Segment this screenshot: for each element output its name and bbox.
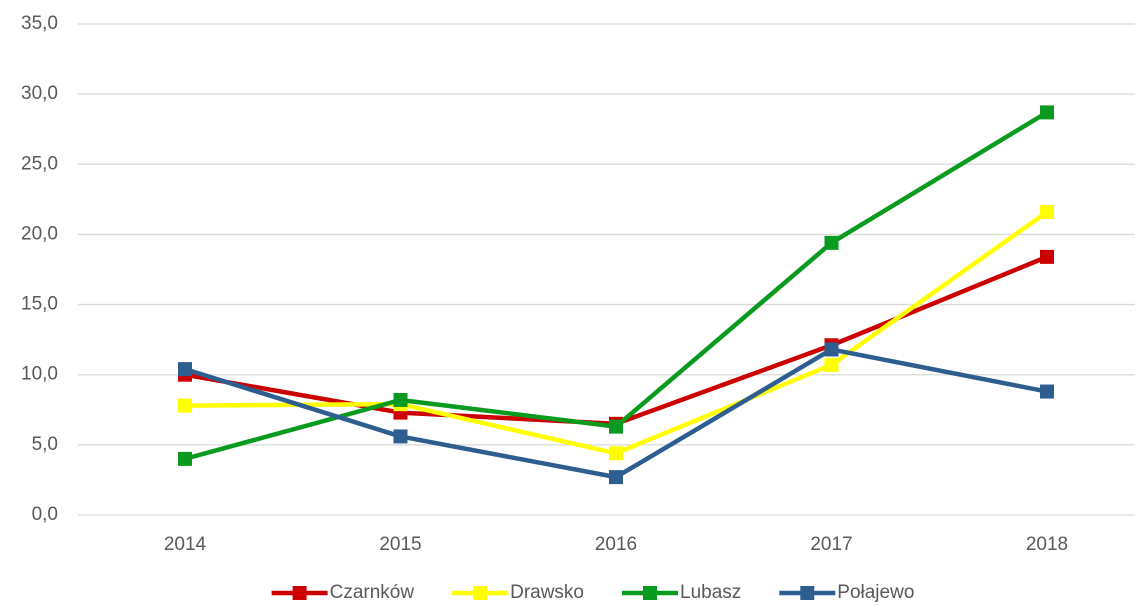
y-tick-label: 30,0 — [21, 83, 58, 104]
x-tick-label: 2014 — [164, 534, 207, 555]
marker — [824, 357, 839, 372]
legend-marker — [643, 586, 657, 600]
legend-marker — [800, 586, 815, 600]
marker — [1040, 204, 1054, 219]
marker — [393, 392, 408, 407]
marker — [609, 446, 623, 461]
marker — [824, 342, 839, 357]
marker — [1040, 384, 1054, 399]
y-tick-label: 0,0 — [32, 504, 58, 525]
legend-marker — [292, 586, 307, 600]
y-tick-label: 35,0 — [21, 13, 58, 34]
marker — [178, 362, 192, 377]
legend-label: Lubasz — [680, 582, 741, 603]
y-tick-label: 5,0 — [32, 434, 58, 455]
legend-label: Połajewo — [837, 582, 914, 603]
marker — [1040, 105, 1054, 120]
marker — [609, 470, 623, 485]
y-tick-label: 10,0 — [21, 364, 58, 385]
y-tick-label: 25,0 — [21, 153, 58, 174]
x-tick-label: 2018 — [1026, 534, 1068, 555]
marker — [824, 235, 839, 250]
marker — [178, 451, 192, 466]
marker — [393, 429, 408, 444]
marker — [178, 398, 192, 413]
y-tick-label: 15,0 — [21, 294, 58, 315]
series-line — [184, 254, 1048, 427]
x-tick-label: 2017 — [810, 534, 852, 555]
legend-marker — [473, 586, 488, 600]
marker — [609, 419, 623, 434]
x-tick-label: 2015 — [379, 534, 421, 555]
y-tick-label: 20,0 — [21, 223, 58, 244]
marker — [1040, 249, 1054, 264]
legend-label: Czarnków — [330, 582, 415, 603]
legend-label: Drawsko — [510, 582, 584, 603]
x-tick-label: 2016 — [595, 534, 637, 555]
